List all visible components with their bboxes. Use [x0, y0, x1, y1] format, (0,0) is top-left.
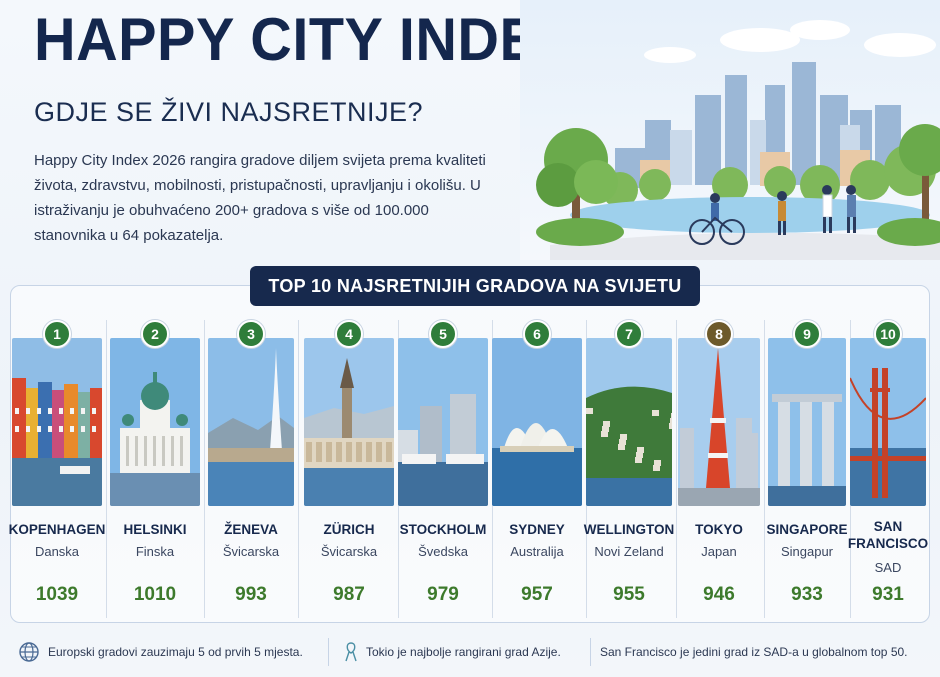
rank-badge: 8 [705, 320, 733, 348]
city-card: 6 SYDNEY Australija 957 [492, 316, 582, 622]
rank-badge: 4 [335, 320, 363, 348]
city-card: 1 KOPENHAGEN Danska 1039 [9, 316, 105, 622]
card-divider [764, 320, 765, 618]
city-photo [492, 338, 582, 506]
city-country: Švedska [418, 544, 468, 559]
city-photo [850, 338, 926, 506]
card-divider [676, 320, 677, 618]
rank-badge: 5 [429, 320, 457, 348]
city-country: Australija [510, 544, 564, 559]
rank-badge: 2 [141, 320, 169, 348]
card-divider [106, 320, 107, 618]
city-score: 957 [521, 584, 553, 605]
city-name: ZÜRICH [323, 522, 375, 537]
city-card: 10 SAN FRANCISCO SAD 931 [848, 316, 928, 622]
rank-badge: 9 [793, 320, 821, 348]
hero-illustration [520, 0, 940, 260]
city-name: HELSINKI [123, 522, 187, 537]
city-score: 993 [235, 584, 267, 605]
city-score: 987 [333, 584, 365, 605]
city-photo [12, 338, 102, 506]
city-name: SAN FRANCISCO [847, 519, 929, 551]
city-country: Novi Zeland [594, 544, 664, 559]
city-cards: 1 KOPENHAGEN Danska 1039 2 HELSINKI Fins… [9, 316, 928, 622]
city-photo [208, 338, 294, 506]
rank-badge: 1 [43, 320, 71, 348]
footer-item-sf: San Francisco je jedini grad iz SAD-a u … [600, 632, 908, 672]
city-name: WELLINGTON [583, 522, 675, 537]
city-photo [678, 338, 760, 506]
city-name: TOKYO [695, 522, 743, 537]
city-name: ŽENEVA [224, 522, 278, 537]
intro-paragraph: Happy City Index 2026 rangira gradove di… [34, 152, 486, 244]
city-card: 4 ZÜRICH Švicarska 987 [304, 316, 394, 622]
city-photo [586, 338, 672, 506]
card-divider [204, 320, 205, 618]
footer-text-europe: Europski gradovi zauzimaju 5 od prvih 5 … [48, 645, 303, 659]
city-country: Švicarska [222, 544, 280, 559]
city-photo [304, 338, 394, 506]
rank-badge: 3 [237, 320, 265, 348]
footer-text-sf: San Francisco je jedini grad iz SAD-a u … [600, 645, 908, 659]
footer: Europski gradovi zauzimaju 5 od prvih 5 … [10, 632, 930, 672]
card-divider [298, 320, 299, 618]
city-name: SINGAPORE [766, 522, 848, 537]
city-photo [768, 338, 846, 506]
city-country: Danska [34, 544, 80, 559]
section-banner: TOP 10 NAJSRETNIJIH GRADOVA NA SVIJETU [250, 266, 700, 306]
city-card: 2 HELSINKI Finska 1010 [110, 316, 200, 622]
city-score: 1039 [35, 584, 79, 605]
city-card: 9 SINGAPORE Singapur 933 [766, 316, 848, 622]
city-country: Švicarska [320, 544, 378, 559]
globe-icon [18, 641, 40, 663]
footer-item-europe: Europski gradovi zauzimaju 5 od prvih 5 … [18, 632, 303, 672]
city-country: Finska [135, 544, 175, 559]
rank-badge: 7 [615, 320, 643, 348]
page-subtitle: GDJE SE ŽIVI NAJSRETNIJE? [34, 97, 424, 127]
city-country: Japan [701, 544, 737, 559]
city-score: 933 [791, 584, 823, 605]
city-score: 931 [872, 584, 904, 605]
city-country: Singapur [780, 544, 834, 559]
city-score: 946 [703, 584, 735, 605]
rank-badge: 6 [523, 320, 551, 348]
city-card: 7 WELLINGTON Novi Zeland 955 [584, 316, 674, 622]
city-country: SAD [874, 560, 902, 575]
city-score: 1010 [133, 584, 177, 605]
city-photo [398, 338, 488, 506]
city-name: KOPENHAGEN [8, 522, 106, 537]
footer-text-tokyo: Tokio je najbolje rangirani grad Azije. [366, 645, 561, 659]
city-card: 5 STOCKHOLM Švedska 979 [398, 316, 488, 622]
ribbon-icon [344, 641, 358, 663]
city-score: 955 [613, 584, 645, 605]
city-photo [110, 338, 200, 506]
city-name: SYDNEY [509, 522, 565, 537]
city-card: 3 ŽENEVA Švicarska 993 [208, 316, 294, 622]
city-card: 8 TOKYO Japan 946 [678, 316, 760, 622]
city-score: 979 [427, 584, 459, 605]
city-name: STOCKHOLM [399, 522, 487, 537]
rank-badge: 10 [874, 320, 902, 348]
footer-item-tokyo: Tokio je najbolje rangirani grad Azije. [344, 632, 561, 672]
